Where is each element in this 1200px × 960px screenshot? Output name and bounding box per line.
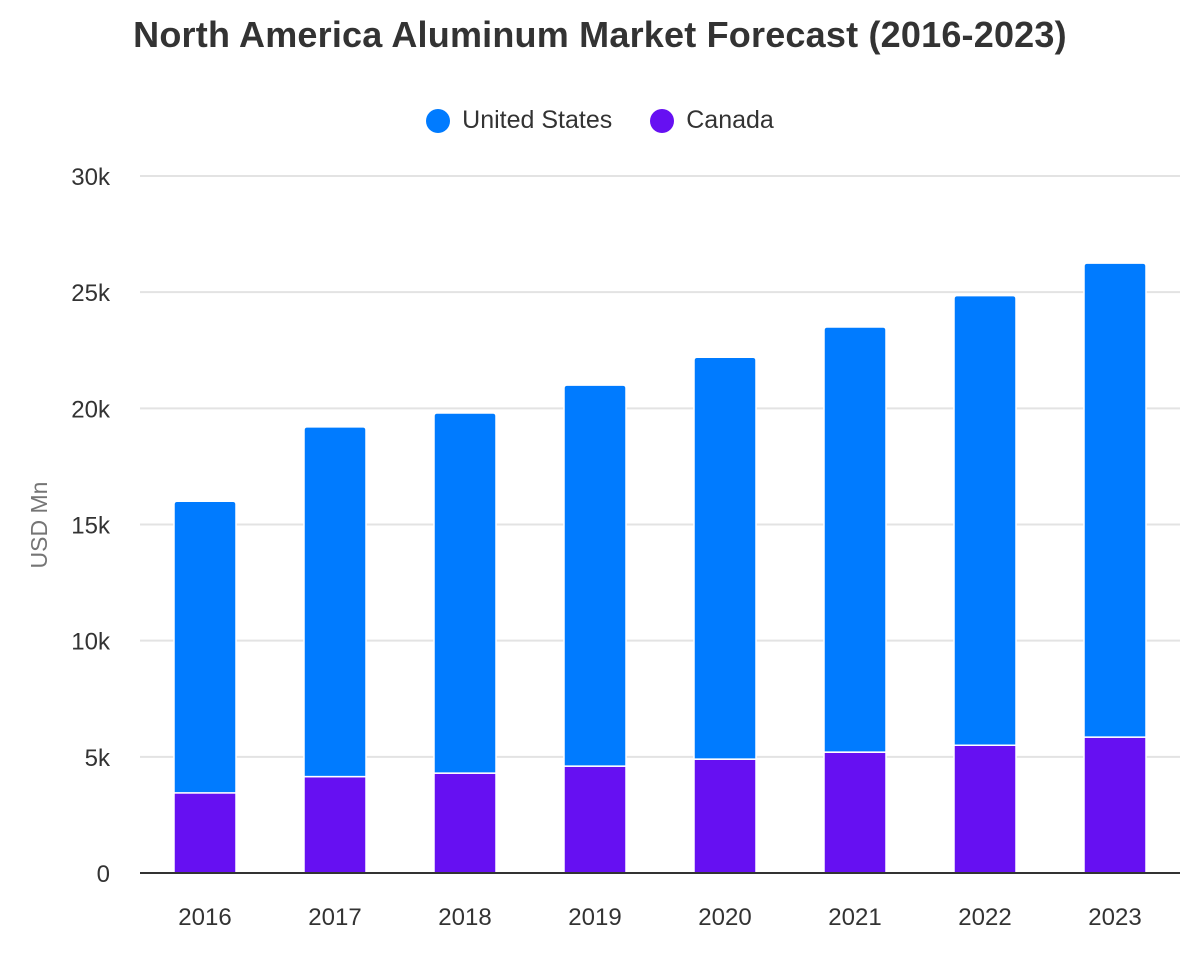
bar-united-states: [1083, 262, 1147, 738]
legend-swatch-united-states: [426, 108, 451, 133]
bar-canada: [823, 751, 887, 874]
y-tick-label: 0: [97, 861, 110, 888]
legend-item-canada[interactable]: Canada: [650, 106, 774, 135]
bar-united-states: [693, 356, 757, 760]
y-tick-label: 10k: [71, 629, 111, 656]
bar-canada: [303, 775, 367, 874]
x-tick-label: 2017: [308, 904, 361, 931]
legend-label-united-states: United States: [462, 106, 613, 134]
y-tick-label: 15k: [71, 513, 111, 540]
chart-title: North America Aluminum Market Forecast (…: [133, 14, 1067, 55]
bar-canada: [563, 765, 627, 874]
legend-label-canada: Canada: [686, 106, 774, 134]
chart-legend: United States Canada: [0, 106, 1200, 135]
y-tick-label: 20k: [71, 396, 111, 423]
y-tick-label: 25k: [71, 280, 111, 307]
x-tick-label: 2022: [958, 904, 1011, 931]
x-tick-label: 2018: [438, 904, 491, 931]
y-tick-label: 5k: [85, 745, 111, 772]
bar-canada: [953, 744, 1017, 874]
x-tick-label: 2019: [568, 904, 621, 931]
bar-canada: [693, 758, 757, 874]
legend-item-united-states[interactable]: United States: [426, 106, 612, 135]
bar-united-states: [303, 426, 367, 778]
bar-united-states: [823, 326, 887, 753]
bar-canada: [433, 772, 497, 874]
y-tick-label: 30k: [71, 164, 111, 191]
bar-canada: [1083, 736, 1147, 874]
legend-swatch-canada: [650, 108, 675, 133]
bar-united-states: [563, 384, 627, 767]
bar-united-states: [953, 294, 1017, 746]
x-tick-label: 2020: [698, 904, 751, 931]
bar-canada: [173, 792, 237, 874]
bar-united-states: [433, 412, 497, 774]
y-axis-title: USD Mn: [26, 482, 52, 569]
x-tick-label: 2016: [178, 904, 231, 931]
bar-united-states: [173, 500, 237, 794]
x-tick-label: 2023: [1088, 904, 1141, 931]
x-tick-label: 2021: [828, 904, 881, 931]
